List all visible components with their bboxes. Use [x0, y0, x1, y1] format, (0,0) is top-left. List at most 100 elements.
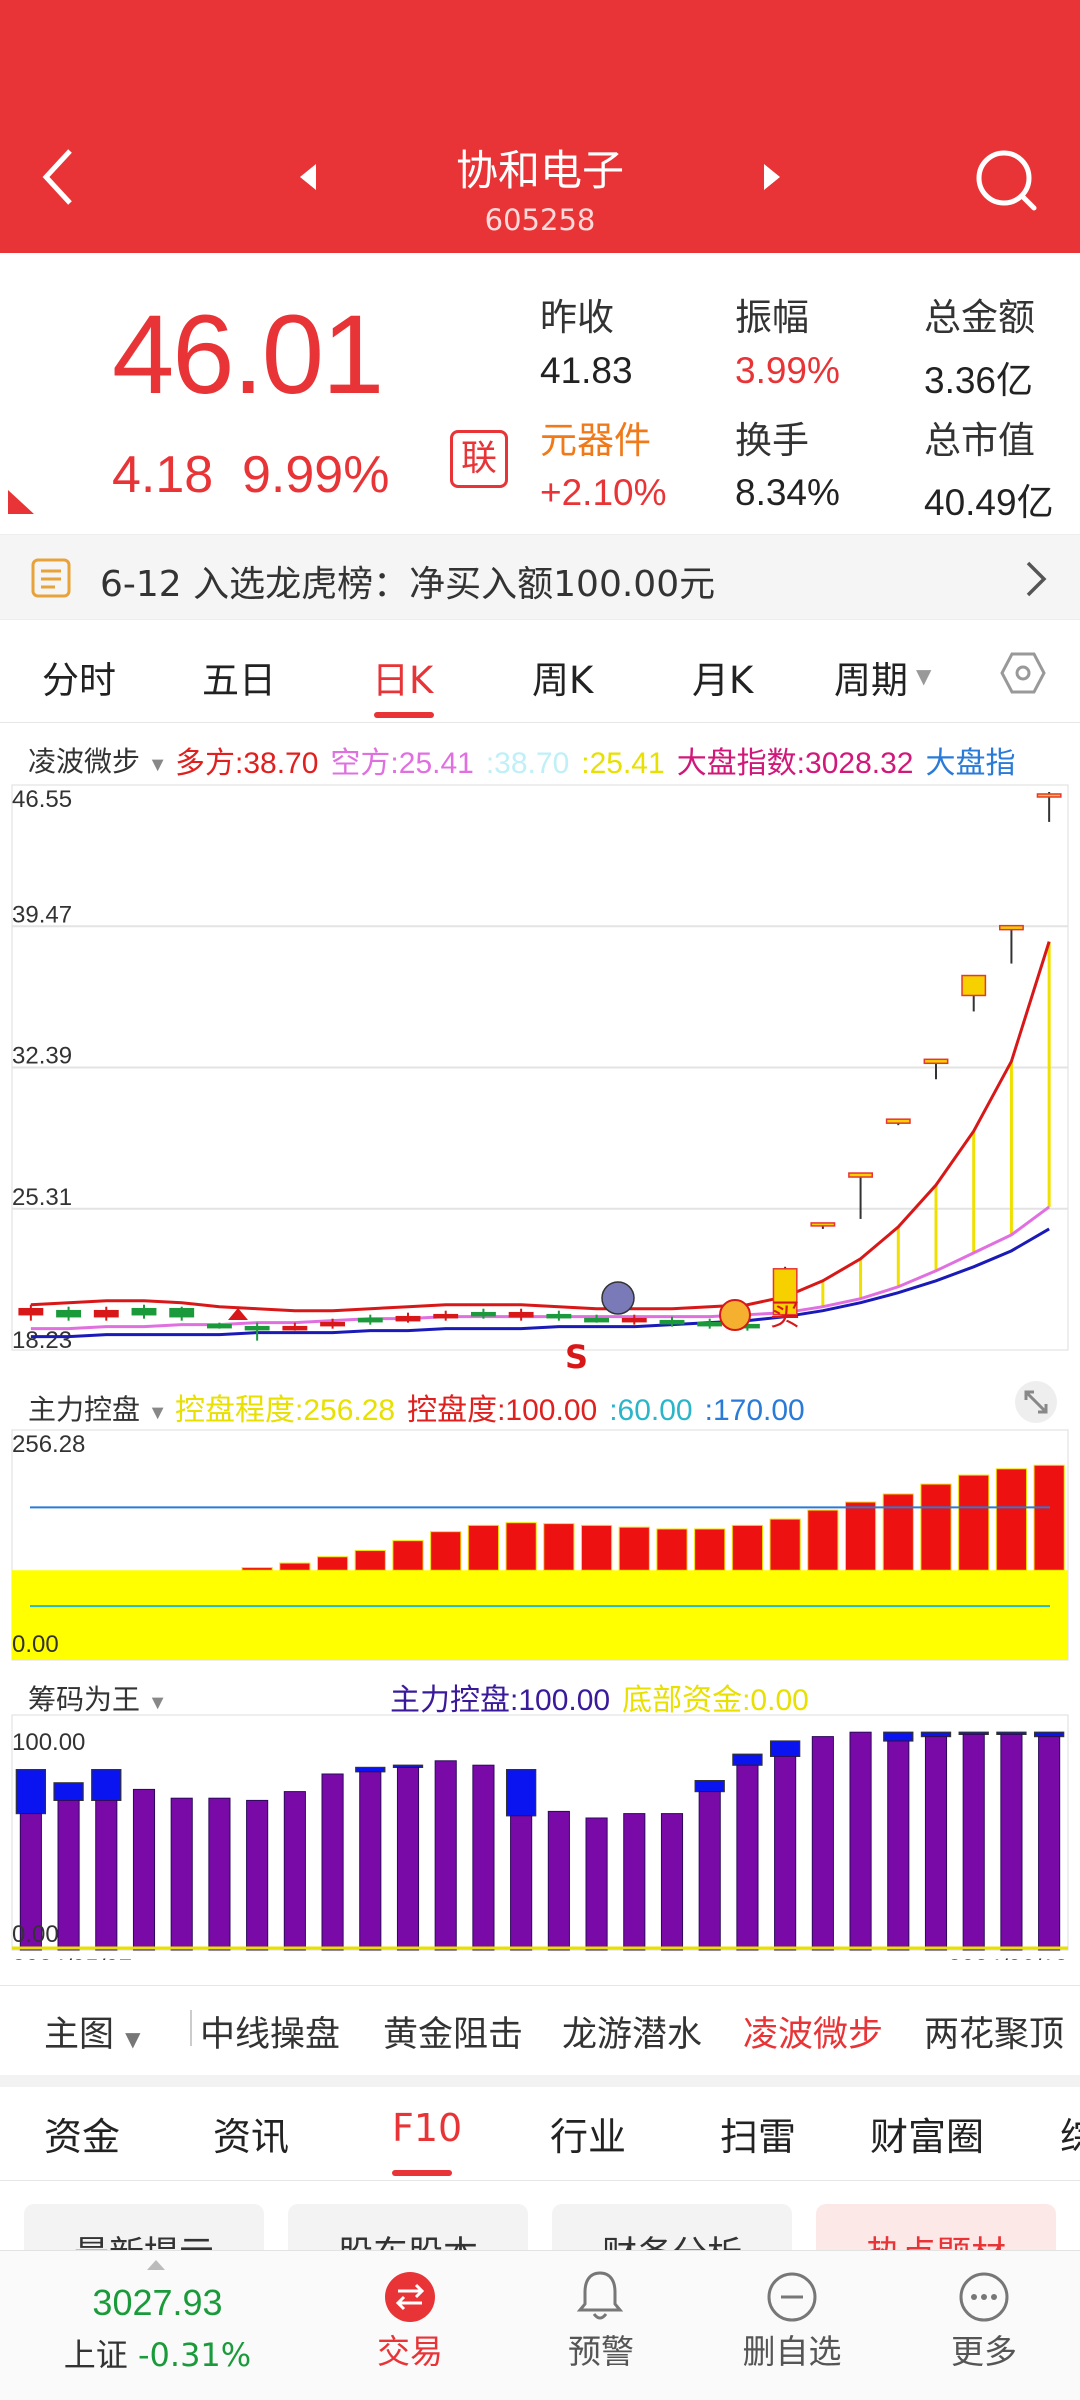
chip-legend: 主力控盘:100.00 底部资金:0.00 [390, 1675, 821, 1719]
chip-blue-bar [1033, 1731, 1065, 1738]
candle-body [357, 1317, 383, 1323]
sad-face-icon [601, 1281, 635, 1315]
index-name: 上证 [63, 2336, 128, 2374]
candle-body [621, 1317, 647, 1323]
chip-main-bar [811, 1736, 834, 1951]
candle-body [320, 1321, 346, 1327]
settings-hex-icon[interactable] [1000, 650, 1046, 696]
candle-body [395, 1315, 421, 1322]
control-bar [241, 1567, 273, 1571]
section-tab[interactable]: 资金 [44, 2115, 121, 2159]
chip-main-bar [283, 1791, 306, 1951]
section-tab[interactable]: 综 [1060, 2115, 1080, 2159]
prev-stock-icon[interactable] [296, 162, 320, 192]
control-axis-label: 0.00 [12, 1631, 59, 1658]
chip-main-bar [698, 1791, 721, 1951]
period-tab[interactable]: 日K [372, 659, 434, 702]
indicator-tab[interactable]: 凌波微步 [743, 2015, 884, 2055]
kongfang-line [30, 1205, 1051, 1331]
indicator-tab[interactable]: 中线操盘 [200, 2015, 341, 2055]
expand-icon[interactable] [1014, 1380, 1058, 1424]
candle-body [433, 1313, 459, 1319]
nav-item[interactable]: 更多 [951, 2332, 1017, 2371]
chip-indicator-select[interactable]: 筹码为王 ▼ [28, 1678, 168, 1718]
period-tab[interactable]: 分时 [42, 659, 116, 702]
candle-body [546, 1313, 572, 1319]
divider [0, 2075, 1080, 2087]
link-badge[interactable]: 联 [450, 430, 508, 488]
chip-main-bar [510, 1815, 533, 1951]
control-bar [731, 1524, 764, 1571]
back-icon[interactable] [38, 145, 78, 209]
price-axis-label: 25.31 [12, 1184, 72, 1211]
chip-main-bar [132, 1788, 156, 1951]
control-bar [882, 1493, 914, 1571]
main-indicator-name: 凌波微步 [28, 746, 141, 777]
chip-main-bar [849, 1731, 872, 1951]
chip-blue-bar [505, 1768, 537, 1817]
section-tab[interactable]: F10 [392, 2106, 463, 2150]
control-bar [279, 1562, 311, 1571]
control-axis-label: 256.28 [12, 1431, 85, 1458]
index-change: -0.31% [137, 2336, 252, 2374]
indicator-tab[interactable]: 黄金阻击 [383, 2015, 524, 2055]
section-tab[interactable]: 财富圈 [870, 2115, 985, 2159]
control-bar [543, 1523, 575, 1571]
legend-item: :60.00 [609, 1394, 693, 1427]
control-indicator-select[interactable]: 主力控盘 ▼ [28, 1388, 168, 1428]
more-icon [959, 2272, 1009, 2322]
candle-body [18, 1307, 44, 1316]
chip-main-bar [95, 1799, 118, 1951]
section-tab[interactable]: 扫雷 [720, 2115, 797, 2159]
remove-circle-icon [767, 2272, 817, 2322]
chip-main-bar [1038, 1736, 1061, 1951]
legend-item: 主力控盘:100.00 [390, 1684, 611, 1717]
section-tab[interactable]: 行业 [550, 2115, 627, 2159]
nav-item[interactable]: 删自选 [742, 2332, 842, 2371]
stock-charts[interactable]: 46.55 39.47 32.39 25.31 18.23 S 买 256.28 0.00 100… [0, 780, 1080, 1960]
chip-main-bar [887, 1740, 910, 1951]
control-bar [995, 1468, 1028, 1571]
divider [0, 2180, 1080, 2181]
candle-body [961, 974, 987, 997]
indicator-tab[interactable]: 两花聚顶 [924, 2015, 1065, 2055]
chip-main-bar [924, 1736, 948, 1951]
control-legend: 控盘程度:256.28 控盘度:100.00:60.00:170.00 [175, 1385, 817, 1429]
period-tab[interactable]: 周K [532, 659, 594, 702]
search-icon[interactable] [972, 146, 1042, 216]
date-end-label: 2024/06/13 [948, 1955, 1068, 1960]
indicator-tab[interactable]: 龙游潜水 [562, 2015, 703, 2055]
section-tab[interactable]: 资讯 [213, 2115, 290, 2159]
stat-value: 3.36亿 [924, 360, 1034, 401]
chip-blue-bar [53, 1782, 84, 1801]
chip-indicator-name: 筹码为王 [28, 1684, 141, 1715]
notice-text: 6-12 入选龙虎榜：净买入额100.00元 [100, 564, 716, 605]
next-stock-icon[interactable] [760, 162, 784, 192]
control-bar [769, 1518, 801, 1571]
candle-body [923, 1058, 949, 1065]
nav-item[interactable]: 预警 [568, 2332, 634, 2371]
current-price: 46.01 [112, 292, 384, 417]
index-summary[interactable]: 上证 -0.31% [50, 2330, 265, 2376]
chip-main-bar [19, 1813, 42, 1951]
control-bar [618, 1526, 650, 1571]
nav-item[interactable]: 交易 [377, 2332, 443, 2371]
section-tab-indicator [392, 2170, 452, 2176]
index-line [30, 1227, 1050, 1339]
control-bar [316, 1556, 349, 1571]
chip-panel-frame [11, 1714, 1069, 1951]
collapse-arrow-icon[interactable] [145, 2258, 167, 2272]
control-bar [656, 1528, 688, 1571]
legend-item: 大盘指 [925, 747, 1016, 780]
main-chart-menu[interactable]: 主图 ▼ [44, 2006, 141, 2057]
period-tab[interactable]: 月K [692, 659, 754, 702]
candle-body [169, 1307, 195, 1318]
main-indicator-select[interactable]: 凌波微步 ▼ [28, 740, 168, 780]
chip-blue-bar [883, 1731, 914, 1742]
control-indicator-name: 主力控盘 [28, 1394, 141, 1425]
period-tab[interactable]: 周期 [834, 659, 908, 702]
period-tab[interactable]: 五日 [202, 659, 276, 702]
indicator-tab-bar [0, 1985, 1080, 2075]
index-value[interactable]: 3027.93 [92, 2282, 223, 2323]
notice-bar[interactable]: 6-12 入选龙虎榜：净买入额100.00元 [0, 534, 1080, 620]
